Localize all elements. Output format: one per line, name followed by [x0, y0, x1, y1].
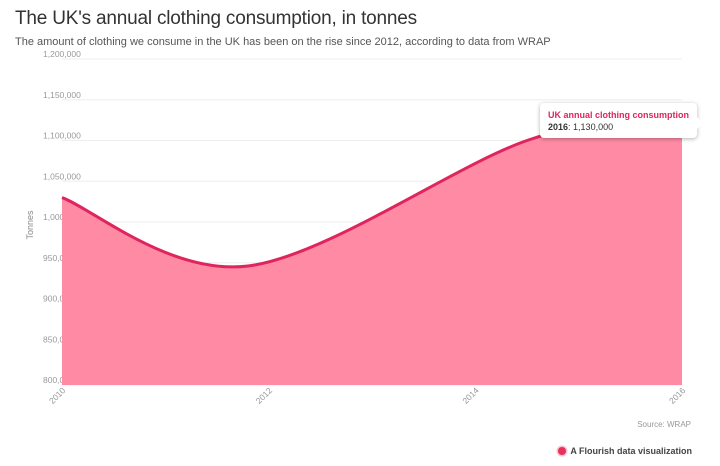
- y-tick-label: 900,000: [43, 294, 74, 304]
- tooltip-year: 2016: [548, 122, 569, 132]
- chart-subtitle: The amount of clothing we consume in the…: [15, 36, 551, 48]
- tooltip-value: 1,130,000: [573, 122, 614, 132]
- y-axis-label: Tonnes: [25, 210, 35, 240]
- credit-label: A Flourish data visualization: [570, 446, 692, 456]
- x-axis-ticks: 2010 2012 2014 2016: [47, 385, 688, 406]
- chart-title: The UK's annual clothing consumption, in…: [15, 8, 417, 29]
- x-tick-label: 2010: [47, 385, 68, 406]
- x-tick-label: 2014: [460, 385, 481, 406]
- source-note: Source: WRAP: [637, 420, 691, 429]
- y-tick-label: 1,100,000: [43, 131, 81, 141]
- y-tick-label: 950,000: [43, 253, 74, 263]
- y-tick-label: 1,150,000: [43, 90, 81, 100]
- y-tick-label: 1,050,000: [43, 171, 81, 181]
- flourish-logo-icon: [558, 447, 567, 455]
- y-tick-label: 800,000: [43, 375, 74, 385]
- x-tick-label: 2012: [254, 385, 275, 406]
- y-tick-label: 1,200,000: [43, 49, 81, 59]
- flourish-credit[interactable]: A Flourish data visualization: [558, 446, 692, 456]
- x-tick-label: 2016: [667, 385, 688, 406]
- area-fill: [62, 116, 682, 386]
- tooltip-arrow: [697, 117, 703, 129]
- tooltip-series-name: UK annual clothing consumption: [548, 110, 689, 120]
- tooltip-value-line: 2016: 1,130,000: [548, 122, 614, 132]
- data-tooltip: UK annual clothing consumption 2016: 1,1…: [540, 103, 703, 138]
- y-tick-label: 850,000: [43, 334, 74, 344]
